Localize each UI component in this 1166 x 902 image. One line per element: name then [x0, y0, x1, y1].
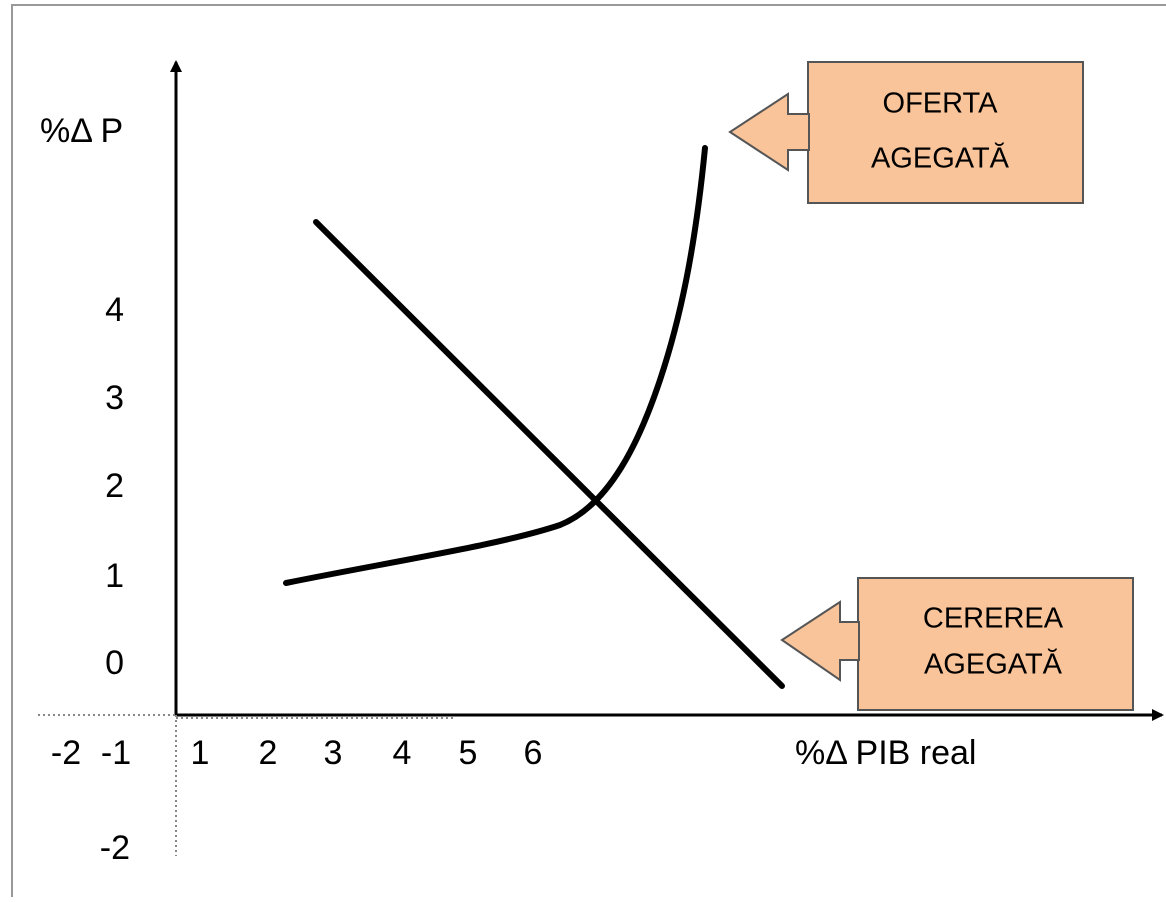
x-tick-label: 4 — [393, 734, 412, 772]
y-tick-label: 1 — [105, 557, 124, 595]
callout-text: CEREREA — [923, 603, 1064, 635]
aggregate-supply-curve — [283, 145, 708, 586]
y-axis-label: %Δ P — [40, 112, 123, 150]
aggregate-demand-curve — [313, 219, 785, 689]
callout-arrow — [780, 600, 860, 682]
callout-box — [807, 61, 1084, 204]
x-tick-label: 3 — [324, 734, 343, 772]
x-tick-label: 2 — [259, 734, 278, 772]
x-tick-label: -2 — [51, 734, 81, 772]
y-tick-label: 0 — [105, 644, 124, 682]
callout-text: AGEGATĂ — [924, 648, 1063, 681]
x-tick-label: 6 — [524, 734, 543, 772]
callout-box — [857, 577, 1134, 711]
y-tick-label: 4 — [105, 291, 124, 329]
frame — [11, 4, 1166, 897]
callout-text: OFERTA — [883, 88, 999, 120]
y-tick-label: 3 — [105, 379, 124, 417]
x-tick-label: -1 — [101, 734, 131, 772]
x-tick-label: 1 — [191, 734, 210, 772]
x-axis-label: %Δ PIB real — [795, 734, 976, 772]
y-tick-label: 2 — [105, 467, 124, 505]
y-tick-label: -2 — [100, 829, 130, 867]
x-tick-label: 5 — [459, 734, 478, 772]
callout-text: AGEGATĂ — [871, 142, 1010, 175]
callout-arrow — [728, 92, 810, 172]
